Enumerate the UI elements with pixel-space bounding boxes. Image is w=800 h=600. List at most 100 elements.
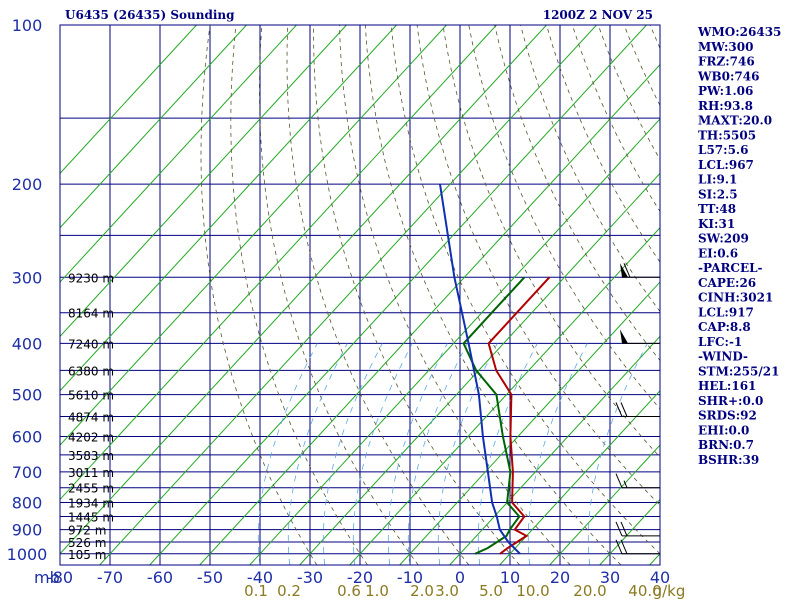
index-line: -WIND- <box>698 350 748 364</box>
index-line: -PARCEL- <box>698 261 763 275</box>
index-line: WB0:746 <box>697 69 759 83</box>
height-label: 7240 m <box>68 337 114 351</box>
pressure-tick-label: 200 <box>12 175 43 194</box>
height-label: 2455 m <box>68 482 114 496</box>
pressure-tick-label: 800 <box>12 494 43 513</box>
series-layer <box>439 184 551 555</box>
sounding-series-1 <box>462 276 526 555</box>
height-label: 4202 m <box>68 430 114 444</box>
mixing-ratio-line <box>322 343 383 565</box>
index-line: BSHR:39 <box>698 453 759 467</box>
index-line: L57:5.6 <box>698 143 748 157</box>
dry-adiabat <box>313 25 520 565</box>
pressure-tick-label: 600 <box>12 427 43 446</box>
index-line: LI:9.1 <box>698 173 737 187</box>
temperature-tick-label: -60 <box>147 568 173 587</box>
height-label: 8164 m <box>68 307 114 321</box>
grid-layer <box>60 25 800 565</box>
height-label: 105 m <box>68 548 106 562</box>
wind-barb-full <box>623 263 631 278</box>
isotherm-line <box>349 226 660 565</box>
mixing-ratio-line <box>527 343 588 565</box>
sounding-series-2 <box>439 184 521 555</box>
isotherm-line <box>499 390 660 565</box>
mixing-ratio-label: 0.2 <box>277 582 301 600</box>
mixing-ratio-line <box>287 343 348 565</box>
isotherm-line <box>60 25 197 175</box>
pressure-tick-label: 500 <box>12 386 43 405</box>
isotherm-line <box>60 25 347 338</box>
wind-barb-full <box>620 539 628 554</box>
pressure-tick-label: 300 <box>12 268 43 287</box>
wind-barb-full <box>615 473 623 488</box>
plot-frame <box>59 24 661 566</box>
index-line: KI:31 <box>698 217 735 231</box>
wind-barb <box>620 329 660 344</box>
isotherm-line <box>60 25 297 283</box>
mixing-ratio-label: 20.0 <box>573 582 606 600</box>
isotherm-line <box>60 25 547 555</box>
isotherm-line <box>299 172 660 565</box>
isotherm-line <box>549 444 660 565</box>
height-label: 1445 m <box>68 510 114 524</box>
isotherm-line <box>449 335 660 565</box>
wind-barb-full <box>620 521 628 537</box>
index-line: SW:209 <box>698 232 749 246</box>
temperature-tick-label: 30 <box>600 568 620 587</box>
mixing-ratio-label: 3.0 <box>435 582 459 600</box>
mixing-ratio-label: 0.1 <box>244 582 268 600</box>
mixing-ratio-label: 0.6 <box>337 582 361 600</box>
dry-adiabat <box>779 25 800 565</box>
isotherm-line <box>149 25 647 565</box>
temperature-tick-label: 40 <box>650 568 670 587</box>
index-line: STM:255/21 <box>698 364 779 378</box>
dry-adiabat <box>339 25 571 565</box>
dry-adiabat <box>230 25 368 565</box>
index-line: RH:93.8 <box>698 99 753 113</box>
dry-adiabat <box>200 25 318 565</box>
dry-adiabat <box>520 25 660 313</box>
wind-barb <box>615 521 660 537</box>
isotherm-line <box>60 25 397 392</box>
temperature-tick-label: 0 <box>455 568 465 587</box>
mixing-ratio-line <box>352 343 413 565</box>
height-label: 1934 m <box>68 497 114 511</box>
isotherm-line <box>249 118 660 565</box>
pressure-tick-label: 100 <box>12 16 43 35</box>
mixing-ratio-line <box>257 343 318 565</box>
index-line: TH:5505 <box>698 128 756 142</box>
time-label: 1200Z 2 NOV 25 <box>543 8 653 22</box>
height-label: 972 m <box>68 524 106 538</box>
temperature-tick-label: -80 <box>47 568 73 587</box>
wind-barb-full <box>615 521 623 537</box>
index-line: CAPE:26 <box>698 276 756 290</box>
isotherm-line <box>199 63 660 565</box>
temperature-tick-label: -20 <box>347 568 373 587</box>
temperature-tick-label: -70 <box>97 568 123 587</box>
wind-barb-full <box>615 402 623 417</box>
mixing-ratio-label: g/kg <box>653 582 686 600</box>
mixing-ratio-line <box>587 343 648 565</box>
pressure-tick-label: 400 <box>12 334 43 353</box>
mixing-ratio-label: 40.0 <box>628 582 661 600</box>
wind-barb <box>615 473 660 489</box>
index-line: SRDS:92 <box>698 409 757 423</box>
index-line: FRZ:746 <box>698 55 755 69</box>
mixing-ratio-label: 2.0 <box>410 582 434 600</box>
station-title: U6435 (26435) Sounding <box>65 8 235 22</box>
isotherm-line <box>60 25 447 446</box>
wind-barb-half <box>623 480 628 488</box>
isotherm-line <box>99 25 597 565</box>
pressure-unit-label: mb <box>34 568 60 587</box>
temperature-tick-label: -10 <box>397 568 423 587</box>
index-line: HEL:161 <box>698 379 756 393</box>
mixing-ratio-line <box>387 343 448 565</box>
height-label: 5610 m <box>68 389 114 403</box>
index-line: SHR+:0.0 <box>698 394 763 408</box>
dry-adiabat <box>442 25 660 458</box>
mixing-ratio-label: 10.0 <box>516 582 549 600</box>
sounding-series-0 <box>487 276 551 555</box>
index-line: WMO:26435 <box>697 25 781 39</box>
